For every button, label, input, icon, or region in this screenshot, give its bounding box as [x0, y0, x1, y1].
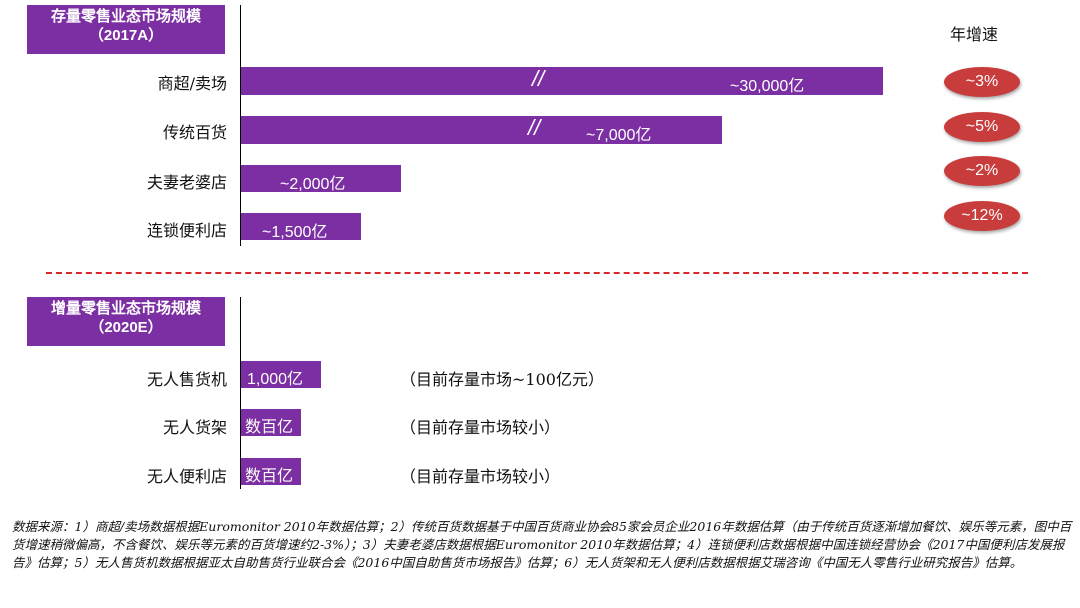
axis-break-mark: //	[528, 115, 541, 140]
category-label: 夫妻老婆店	[146, 173, 227, 192]
stock-axis-line	[240, 5, 241, 246]
category-label: 连锁便利店	[146, 221, 227, 240]
market-note: （目前存量市场~100亿元）	[400, 370, 604, 389]
growth-badge: ~5%	[944, 112, 1020, 142]
bar-value-label: ~30,000亿	[730, 78, 805, 95]
bar-chain-convenience	[241, 213, 361, 240]
bar-unmanned-convenience	[241, 458, 301, 485]
market-note: （目前存量市场较小）	[400, 467, 561, 486]
bar-value-label: 1,000亿	[247, 371, 304, 388]
axis-break-mark: //	[532, 66, 545, 91]
bar-value-label: 数百亿	[245, 466, 294, 485]
bar-mom-pop-store	[241, 165, 401, 192]
bar-supermarket	[241, 67, 883, 95]
growth-badge: ~2%	[944, 156, 1020, 186]
category-label: 无人售货机	[146, 370, 227, 389]
category-label: 商超/卖场	[157, 74, 227, 93]
growth-badge: ~12%	[944, 201, 1020, 231]
bar-value-label: 数百亿	[245, 417, 294, 436]
stock-section-header: 存量零售业态市场规模 （2017A）	[27, 5, 225, 54]
incremental-axis-line	[240, 297, 241, 489]
incremental-header-line2: （2020E）	[89, 319, 163, 336]
bar-vending-machine	[241, 361, 321, 388]
bar-department-store	[241, 116, 722, 144]
growth-badge: ~3%	[944, 67, 1020, 97]
bar-unmanned-shelf	[241, 409, 301, 436]
bar-value-label: ~1,500亿	[262, 224, 328, 241]
incremental-section-header: 增量零售业态市场规模 （2020E）	[27, 297, 225, 346]
stock-header-line2: （2017A）	[88, 27, 164, 44]
category-label: 无人货架	[162, 418, 227, 437]
section-divider	[46, 272, 1028, 274]
data-source-footnote: 数据来源：1）商超/卖场数据根据Euromonitor 2010年数据估算；2）…	[12, 519, 1072, 570]
bar-value-label: ~2,000亿	[280, 176, 346, 193]
incremental-header-line1: 增量零售业态市场规模	[50, 299, 201, 317]
bar-value-label: ~7,000亿	[586, 127, 652, 144]
category-label: 无人便利店	[146, 467, 227, 486]
stock-header-line1: 存量零售业态市场规模	[50, 7, 201, 25]
market-note: （目前存量市场较小）	[400, 418, 561, 437]
category-label: 传统百货	[162, 123, 227, 142]
growth-title: 年增速	[950, 25, 999, 44]
